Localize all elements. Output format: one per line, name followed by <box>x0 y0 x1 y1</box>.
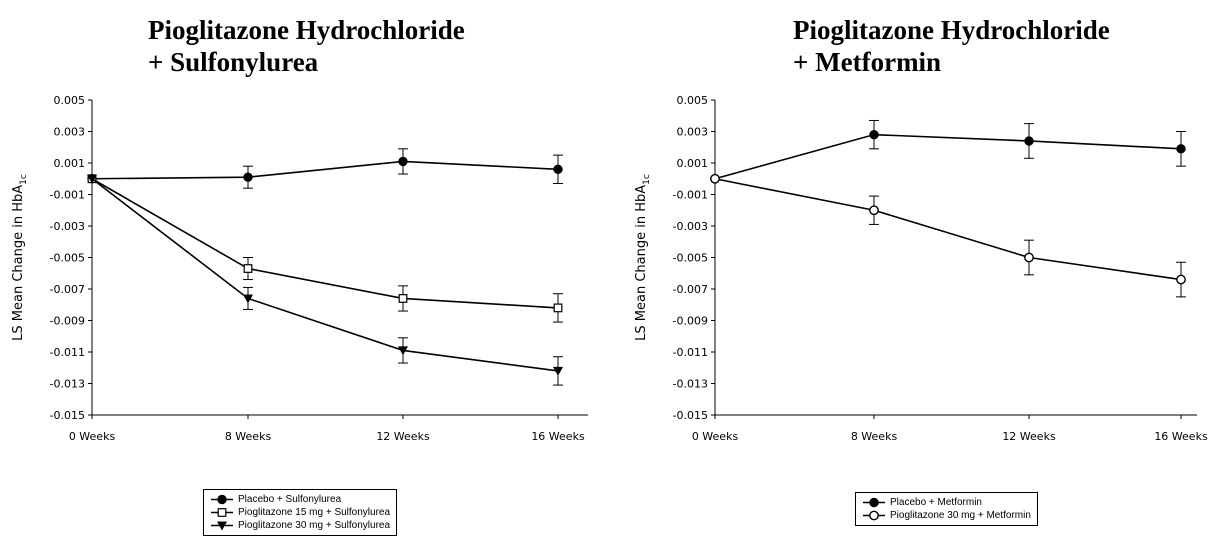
x-tick-label: 8 Weeks <box>851 430 898 443</box>
x-tick-label: 0 Weeks <box>692 430 739 443</box>
y-tick-label: -0.005 <box>50 252 85 265</box>
x-tick-label: 16 Weeks <box>1154 430 1208 443</box>
chart-panel-sulfonylurea: Pioglitazone Hydrochloride + Sulfonylure… <box>11 14 588 536</box>
data-point <box>243 264 253 273</box>
line-chart-sulfonylurea: 0.005 0.003 0.001 -0.001 -0.003 -0.005 -0.007 -… <box>11 94 588 443</box>
legend-entry: Placebo + Sulfonylurea <box>210 493 390 506</box>
y-tick-label: -0.001 <box>673 189 708 202</box>
series-line <box>91 160 559 180</box>
data-point <box>243 172 253 182</box>
y-tick-label: -0.013 <box>673 378 708 391</box>
y-tick-label: -0.009 <box>50 315 85 328</box>
y-tick-label: -0.007 <box>50 283 85 296</box>
y-axis-label-text: LS Mean Change in HbA <box>634 185 649 341</box>
y-tick-label: 0.001 <box>54 157 86 170</box>
y-tick-label: -0.007 <box>673 283 708 296</box>
chart-title-line-1: Pioglitazone Hydrochloride <box>148 15 465 45</box>
legend-marker <box>869 497 879 508</box>
y-axis-label-subscript: 1c <box>642 174 652 185</box>
series-3 <box>87 174 563 386</box>
series-line <box>714 177 1182 281</box>
y-axis-label-text: LS Mean Change in HbA <box>11 185 26 341</box>
legend-entry: Placebo + Metformin <box>862 496 1031 509</box>
legend-marker-icon <box>211 521 233 531</box>
y-tick-label: -0.003 <box>673 220 708 233</box>
series-line <box>91 178 559 372</box>
data-point <box>398 346 408 356</box>
y-tick-label: -0.011 <box>50 346 85 359</box>
series-2 <box>87 174 563 323</box>
y-tick-label: 0.005 <box>54 94 86 107</box>
series-line <box>714 133 1182 180</box>
legend-marker-icon <box>863 497 885 508</box>
data-point <box>1176 274 1186 285</box>
legend-label: Pioglitazone 30 mg + Metformin <box>890 510 1031 521</box>
legend-label: Pioglitazone 30 mg + Sulfonylurea <box>238 520 391 531</box>
y-axis-label: LS Mean Change in HbA1c <box>634 174 652 341</box>
data-point <box>869 129 879 140</box>
chart-legend: Placebo + Sulfonylurea Pioglitazone 15 mg… <box>203 489 398 536</box>
chart-title: Pioglitazone Hydrochloride + Metformin <box>793 14 1110 78</box>
data-point <box>553 303 563 313</box>
data-point <box>553 164 563 175</box>
data-point <box>398 156 408 167</box>
series-1 <box>87 148 563 189</box>
legend-marker <box>217 508 227 517</box>
y-tick-label: -0.015 <box>50 409 85 422</box>
legend-marker <box>869 510 879 521</box>
data-point <box>398 294 408 303</box>
legend-label: Placebo + Sulfonylurea <box>238 494 342 505</box>
y-tick-label: -0.013 <box>50 378 85 391</box>
y-axis-label: LS Mean Change in HbA1c <box>11 174 29 341</box>
data-point <box>87 174 97 184</box>
chart-title-line-2: + Sulfonylurea <box>148 47 319 77</box>
y-tick-label: 0.001 <box>677 157 709 170</box>
y-tick-label: 0.003 <box>54 126 86 139</box>
y-tick-label: -0.009 <box>673 315 708 328</box>
y-tick-label: 0.003 <box>677 126 709 139</box>
legend-label: Pioglitazone 15 mg + Sulfonylurea <box>238 507 391 518</box>
y-tick-label: -0.001 <box>50 189 85 202</box>
chart-title-line-2: + Metformin <box>793 47 942 77</box>
data-point <box>243 294 253 304</box>
chart-legend: Placebo + Metformin Pioglitazone 30 mg + … <box>855 492 1038 526</box>
chart-title-line-1: Pioglitazone Hydrochloride <box>793 15 1110 45</box>
series-1 <box>710 119 1186 184</box>
legend-label: Placebo + Metformin <box>890 497 982 508</box>
legend-marker-icon <box>863 510 885 521</box>
data-point <box>553 366 563 376</box>
chart-panel-metformin: Pioglitazone Hydrochloride + Metformin 0… <box>609 0 1218 555</box>
x-tick-label: 12 Weeks <box>1002 430 1056 443</box>
series-line <box>91 178 559 309</box>
y-tick-label: -0.011 <box>673 346 708 359</box>
x-tick-label: 16 Weeks <box>531 430 585 443</box>
legend-marker-icon <box>211 494 233 505</box>
y-tick-label: -0.005 <box>673 252 708 265</box>
legend-entry: Pioglitazone 15 mg + Sulfonylurea <box>210 506 390 519</box>
legend-entry: Pioglitazone 30 mg + Sulfonylurea <box>210 519 390 532</box>
data-point <box>869 205 879 216</box>
data-point <box>1024 252 1034 263</box>
line-chart-metformin: 0.005 0.003 0.001 -0.001 -0.003 -0.005 -0.007 -… <box>634 94 1208 443</box>
x-tick-label: 0 Weeks <box>69 430 116 443</box>
data-point <box>1176 144 1186 154</box>
legend-marker <box>217 494 227 505</box>
data-point <box>710 173 720 184</box>
y-tick-label: 0.005 <box>677 94 709 107</box>
x-tick-label: 8 Weeks <box>225 430 272 443</box>
data-point <box>1024 136 1034 146</box>
y-axis-label-subscript: 1c <box>19 174 29 185</box>
legend-entry: Pioglitazone 30 mg + Metformin <box>862 509 1031 522</box>
legend-marker <box>217 521 227 531</box>
y-tick-label: -0.015 <box>673 409 708 422</box>
series-2 <box>710 173 1186 298</box>
legend-marker-icon <box>211 508 233 517</box>
x-tick-label: 12 Weeks <box>376 430 430 443</box>
y-tick-label: -0.003 <box>50 220 85 233</box>
chart-title: Pioglitazone Hydrochloride + Sulfonylure… <box>148 14 465 78</box>
